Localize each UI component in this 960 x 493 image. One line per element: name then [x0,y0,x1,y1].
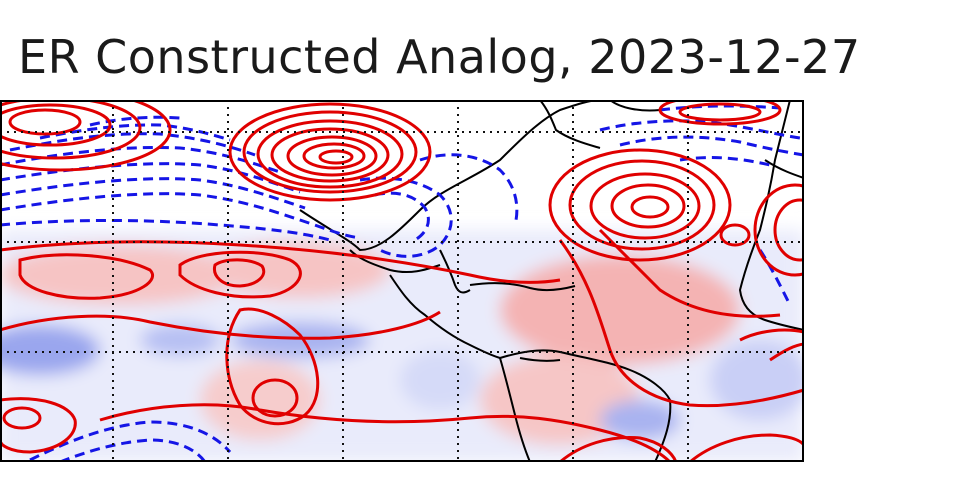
negative-contours [0,104,804,462]
anomaly-shading [0,230,804,462]
map-panel [0,100,804,462]
map-border [0,100,804,462]
positive-contours [0,100,804,462]
map-canvas [0,100,804,462]
graticule [0,100,804,462]
map-title: ER Constructed Analog, 2023-12-27 [18,30,861,84]
coastlines [299,100,804,462]
